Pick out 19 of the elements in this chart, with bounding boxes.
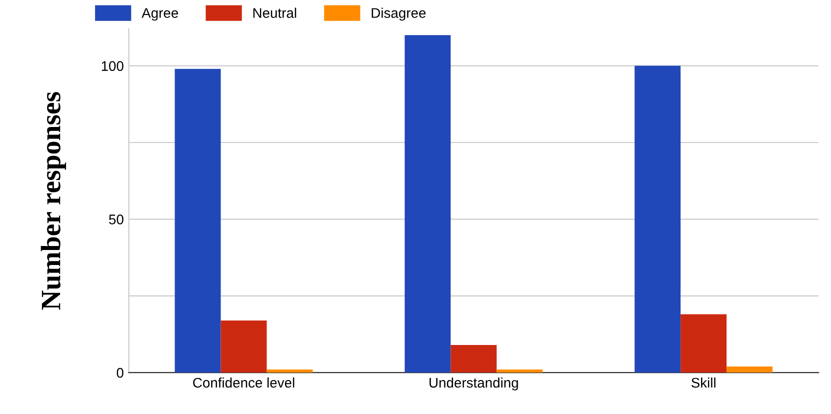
x-tick-label: Skill [691,377,716,388]
bar [174,68,221,373]
legend-label: Disagree [372,8,426,21]
bar [404,35,451,373]
bar [220,320,267,373]
bar [680,314,727,373]
x-tick-label: Confidence level [193,377,294,388]
x-tick-label: Understanding [430,377,518,390]
legend-label: Neutral [253,8,296,18]
bar [634,66,681,373]
y-tick-label: 100 [102,61,124,71]
y-tick-label: 50 [109,214,124,224]
bar [450,344,497,373]
legend-label: Agree [142,8,178,21]
bar [496,370,543,373]
y-tick-label: 0 [116,368,124,378]
y-axis-title: Number responses [40,92,66,310]
bar [726,366,773,373]
bar [266,370,313,373]
